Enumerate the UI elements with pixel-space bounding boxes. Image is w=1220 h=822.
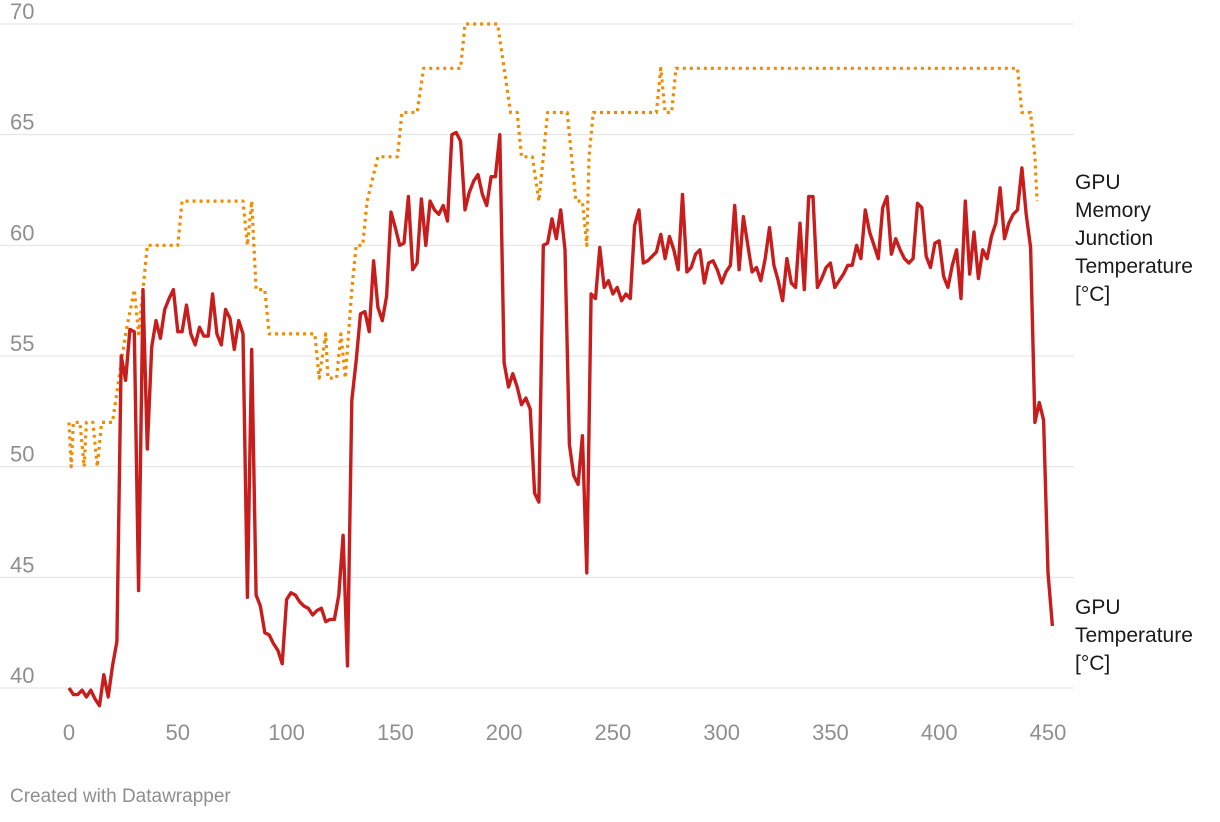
x-tick-label-0: 0 xyxy=(63,720,75,745)
y-tick-label-70: 70 xyxy=(10,0,34,24)
series-label-line: Junction xyxy=(1075,227,1153,250)
series-label-line: GPU xyxy=(1075,596,1121,619)
x-tick-label-200: 200 xyxy=(486,720,523,745)
y-tick-label-60: 60 xyxy=(10,220,34,245)
gridlines xyxy=(0,23,1074,689)
y-tick-label-55: 55 xyxy=(10,331,34,356)
series-label-line: Temperature xyxy=(1075,255,1193,278)
series-label-line: GPU xyxy=(1075,171,1121,194)
y-axis-tick-labels: 40 45 50 55 60 65 70 xyxy=(10,0,34,688)
series-label-gpu-temperature: GPU Temperature [°C] xyxy=(1075,596,1193,675)
series-label-line: [°C] xyxy=(1075,283,1110,306)
series-label-line: [°C] xyxy=(1075,652,1110,675)
series-label-line: Memory xyxy=(1075,199,1151,222)
series-line-memory-junction xyxy=(67,22,1039,469)
series-label-line: Temperature xyxy=(1075,624,1193,647)
series-label-memory-junction: GPU Memory Junction Temperature [°C] xyxy=(1075,171,1193,306)
x-tick-label-400: 400 xyxy=(921,720,958,745)
series-line-gpu-temperature xyxy=(67,130,1055,708)
datawrapper-credit[interactable]: Created with Datawrapper xyxy=(10,786,231,807)
x-tick-label-50: 50 xyxy=(166,720,190,745)
x-tick-label-250: 250 xyxy=(595,720,632,745)
series-lines xyxy=(67,22,1055,708)
x-axis-tick-labels: 0 50 100 150 200 250 300 350 400 450 xyxy=(63,720,1066,745)
series-labels: GPU Memory Junction Temperature [°C] GPU Tempe… xyxy=(1075,171,1193,675)
x-tick-label-350: 350 xyxy=(812,720,849,745)
y-tick-label-65: 65 xyxy=(10,110,34,135)
y-tick-label-45: 45 xyxy=(10,552,34,577)
x-tick-label-450: 450 xyxy=(1030,720,1067,745)
x-tick-label-300: 300 xyxy=(703,720,740,745)
x-tick-label-150: 150 xyxy=(377,720,414,745)
y-tick-label-50: 50 xyxy=(10,442,34,467)
y-tick-label-40: 40 xyxy=(10,663,34,688)
x-tick-label-100: 100 xyxy=(268,720,305,745)
